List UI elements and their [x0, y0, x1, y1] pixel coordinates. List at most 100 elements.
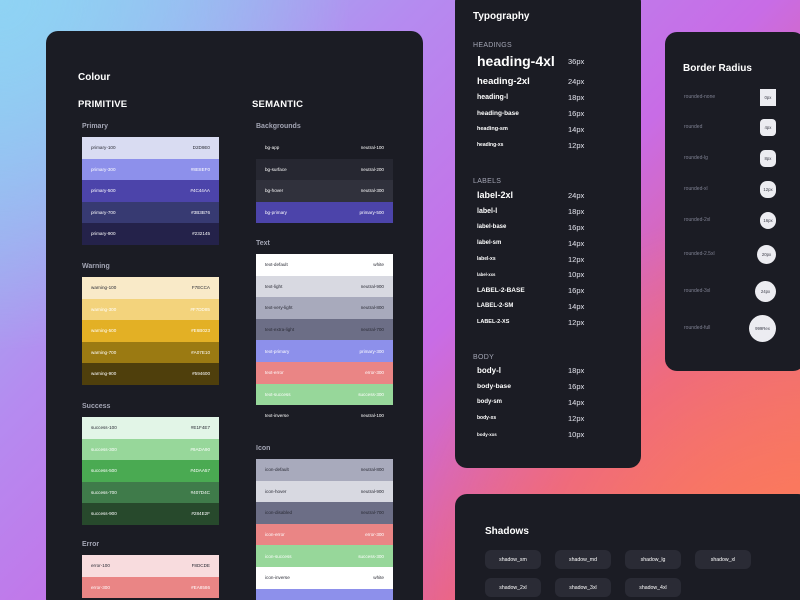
token-value: white — [373, 262, 384, 268]
token-name: icon-success — [265, 553, 292, 559]
swatch-name: warning-700 — [91, 349, 117, 355]
semantic-group: bg-app neutral-100 bg-surface neutral-200 bg… — [256, 137, 393, 224]
radius-row: rounded-full 999Rex — [684, 314, 776, 342]
type-token-size: 16px — [568, 222, 585, 232]
swatch-name: success-500 — [91, 468, 117, 474]
semantic-swatch[interactable]: text-light neutral-900 — [256, 275, 393, 298]
color-swatch[interactable]: warning-300 #F7DD85 — [82, 298, 219, 320]
shadow-sample[interactable]: shadow_sm — [485, 550, 541, 569]
semantic-swatch[interactable]: bg-surface neutral-200 — [256, 158, 393, 181]
token-name: icon-inverse — [265, 575, 290, 581]
color-swatch[interactable]: warning-100 F7ECCA — [82, 277, 219, 299]
type-token-row: LABEL-2-SM 14px — [477, 299, 617, 313]
color-swatch[interactable]: error-100 F8DCDE — [82, 555, 219, 577]
color-swatch[interactable]: primary-500 #4C44AA — [82, 180, 219, 202]
semantic-group: icon-default neutral-800 icon-hover neutral… — [256, 459, 393, 600]
swatch-hex: #4DAA57 — [190, 468, 210, 474]
type-token-name: body-xxs — [477, 431, 497, 437]
semantic-swatch[interactable]: text-error error-300 — [256, 361, 393, 384]
semantic-swatch[interactable]: text-success success-300 — [256, 383, 393, 406]
semantic-swatch[interactable]: text-extra-light neutral-700 — [256, 318, 393, 341]
swatch-name: success-100 — [91, 425, 117, 431]
token-name: bg-primary — [265, 210, 287, 216]
color-swatch[interactable]: warning-900 #594600 — [82, 363, 219, 385]
semantic-swatch[interactable]: icon-success success-300 — [256, 545, 393, 567]
type-token-size: 18px — [568, 206, 585, 216]
swatch-name: success-900 — [91, 511, 117, 517]
radius-row: rounded-lg 8px — [684, 147, 776, 169]
semantic-swatch[interactable]: icon-hover neutral-900 — [256, 480, 393, 503]
color-swatch[interactable]: primary-100 D2D9E0 — [82, 137, 219, 159]
radius-token-name: rounded-none — [684, 94, 716, 100]
semantic-swatch[interactable]: text-default white — [256, 254, 393, 276]
type-token-name: heading-xs — [477, 142, 504, 148]
color-swatch[interactable]: warning-500 #E6B023 — [82, 320, 219, 342]
swatch-name: success-700 — [91, 489, 117, 495]
color-swatch[interactable]: success-700 #407D4C — [82, 481, 219, 503]
color-swatch[interactable]: primary-700 #3B3B76 — [82, 201, 219, 223]
type-token-name: label-xxs — [477, 271, 496, 277]
type-token-name: body-l — [477, 365, 501, 375]
swatch-group-label: Warning — [82, 263, 110, 270]
shadow-sample[interactable]: shadow_lg — [625, 550, 681, 569]
type-token-row: label-xxs 10px — [477, 267, 617, 281]
type-token-size: 24px — [568, 190, 585, 200]
swatch-hex: #232145 — [192, 231, 210, 237]
semantic-swatch[interactable]: bg-app neutral-100 — [256, 137, 393, 159]
color-swatch[interactable]: error-300 #EA8586 — [82, 576, 219, 598]
shadow-sample[interactable]: shadow_xl — [695, 550, 751, 569]
border-radius-panel: Border Radius rounded-none 0px rounded 4px r… — [665, 32, 800, 371]
semantic-group-label: Text — [256, 240, 270, 247]
semantic-swatch[interactable]: bg-primary primary-500 — [256, 201, 393, 224]
type-token-row: heading-4xl 36px — [477, 53, 617, 69]
typography-panel: Typography HEADINGS heading-4xl 36px headin… — [455, 0, 641, 468]
radius-preview-box: 12px — [760, 180, 776, 198]
token-value: primary-300 — [359, 348, 384, 354]
semantic-swatch[interactable]: icon-inverse white — [256, 566, 393, 589]
type-token-row: body-xxs 10px — [477, 427, 617, 441]
color-swatch[interactable]: success-100 #E1F4E7 — [82, 417, 219, 439]
shadow-sample[interactable]: shadow_3xl — [555, 578, 611, 597]
type-token-name: body-base — [477, 382, 511, 390]
color-swatch[interactable]: success-900 #284E2F — [82, 503, 219, 525]
token-name: text-success — [265, 391, 291, 397]
semantic-swatch[interactable]: text-inverse neutral-100 — [256, 405, 393, 427]
radius-token-name: rounded — [684, 124, 703, 130]
semantic-swatch[interactable]: bg-hover neutral-300 — [256, 180, 393, 202]
swatch-hex: #9ADA90 — [190, 446, 210, 452]
semantic-swatch[interactable]: icon-disabled neutral-700 — [256, 502, 393, 524]
token-name: text-default — [265, 262, 288, 268]
shadow-sample[interactable]: shadow_md — [555, 550, 611, 569]
swatch-group: warning-100 F7ECCA warning-300 #F7DD85 warni… — [82, 277, 219, 385]
radius-preview-box: 8px — [760, 149, 776, 167]
swatch-hex: #F7DD85 — [190, 306, 210, 312]
color-swatch[interactable]: success-300 #9ADA90 — [82, 438, 219, 460]
type-token-row: heading-xs 12px — [477, 138, 617, 152]
color-swatch[interactable]: warning-700 #A07E10 — [82, 341, 219, 363]
semantic-swatch[interactable]: text-primary primary-300 — [256, 340, 393, 362]
type-token-row: heading-2xl 24px — [477, 74, 617, 88]
shadow-sample[interactable]: shadow_2xl — [485, 578, 541, 597]
token-value: neutral-700 — [360, 510, 384, 516]
semantic-swatch[interactable] — [256, 588, 393, 600]
color-swatch[interactable]: primary-300 #8E8EF0 — [82, 158, 219, 180]
radius-token-name: rounded-3xl — [684, 288, 711, 294]
token-value: neutral-800 — [360, 305, 384, 311]
type-token-row: LABEL-2-XS 12px — [477, 315, 617, 329]
token-value: error-300 — [365, 370, 384, 376]
radius-row: rounded-xl 12px — [684, 178, 776, 200]
type-token-size: 12px — [568, 413, 585, 423]
shadow-sample[interactable]: shadow_4xl — [625, 578, 681, 597]
semantic-swatch[interactable]: text-very-light neutral-800 — [256, 297, 393, 319]
swatch-name: error-300 — [91, 584, 110, 590]
type-token-name: label-sm — [477, 240, 502, 246]
color-swatch[interactable]: success-500 #4DAA57 — [82, 460, 219, 482]
swatch-hex: #A07E10 — [191, 349, 210, 355]
semantic-swatch[interactable]: icon-error error-300 — [256, 523, 393, 546]
semantic-swatch[interactable]: icon-default neutral-800 — [256, 459, 393, 481]
token-value: success-300 — [358, 553, 384, 559]
type-token-name: heading-base — [477, 109, 519, 117]
typography-group-label: LABELS — [473, 178, 502, 185]
color-swatch[interactable]: primary-900 #232145 — [82, 223, 219, 245]
swatch-name: primary-900 — [91, 231, 116, 237]
